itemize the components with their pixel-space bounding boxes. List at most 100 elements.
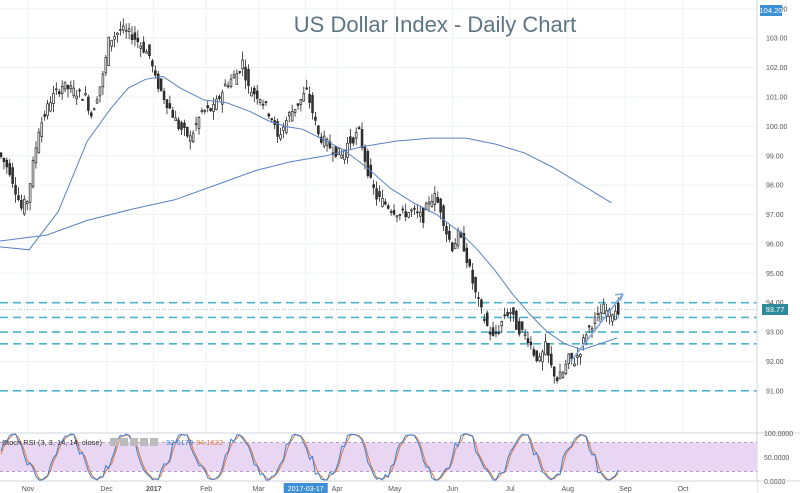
candle-body	[57, 91, 61, 95]
candle-body	[357, 127, 361, 129]
price-tick-label: 103.00	[766, 36, 788, 43]
candle-body	[244, 66, 247, 81]
candle-body	[302, 93, 306, 102]
collapse-icon[interactable]	[150, 438, 158, 446]
candle-body	[136, 37, 140, 43]
time-tick-label: Aug	[562, 486, 575, 493]
price-tick-label: 96.00	[766, 241, 784, 248]
candle-body	[226, 85, 230, 88]
candle-body	[392, 210, 396, 215]
candle-body	[287, 112, 291, 117]
candle-body	[587, 325, 591, 328]
candle-body	[520, 321, 524, 330]
candle-body	[151, 60, 154, 67]
candle-body	[37, 131, 41, 154]
candle-body	[34, 147, 38, 164]
candle-body	[483, 318, 486, 321]
candle-body	[25, 201, 29, 204]
candle-body	[363, 146, 367, 162]
candle-body	[590, 327, 594, 331]
candle-body	[11, 167, 14, 184]
stoch-d-value: 94.1622	[196, 438, 223, 447]
candle-body	[174, 117, 177, 121]
candle-body	[276, 121, 279, 137]
candle-body	[395, 215, 399, 218]
candle-body	[46, 103, 49, 116]
more-icon[interactable]	[140, 438, 148, 446]
time-tick-label: Nov	[22, 486, 35, 493]
candle-body	[535, 350, 538, 362]
crosshair-date-badge	[283, 483, 328, 493]
candle-body	[386, 205, 390, 209]
horizontal-levels	[0, 301, 757, 392]
stoch-k-value: 92.6178	[166, 438, 193, 447]
candle-body	[296, 103, 300, 106]
candle-body	[188, 135, 192, 142]
candle-body	[529, 341, 533, 346]
candle-body	[183, 122, 186, 128]
candle-body	[215, 98, 218, 110]
time-tick-label: 2017	[146, 486, 162, 493]
candle-body	[104, 56, 108, 74]
candle-body	[573, 363, 576, 367]
candle-body	[247, 68, 250, 86]
price-tick-label: 95.00	[766, 271, 784, 278]
close-icon[interactable]	[130, 438, 138, 446]
candle-body	[614, 310, 617, 321]
candle-body	[290, 111, 294, 122]
candle-body	[223, 83, 227, 87]
eye-icon[interactable]	[110, 438, 118, 446]
candle-body	[602, 303, 605, 314]
candle-body	[206, 105, 209, 109]
time-tick-label: 2017-03-17	[288, 486, 324, 493]
candle-body	[267, 113, 271, 117]
candle-body	[186, 127, 189, 137]
candle-body	[328, 141, 332, 149]
candle-body	[320, 136, 323, 143]
candle-body	[349, 136, 352, 144]
stoch-tick-label: 50.0000	[764, 455, 789, 462]
candle-body	[194, 123, 198, 126]
candle-body	[366, 151, 370, 176]
time-tick-label: Jun	[447, 486, 458, 493]
candle-body	[101, 73, 105, 88]
candle-body	[49, 102, 52, 112]
time-tick-label: Oct	[678, 486, 689, 493]
price-tick-label: 101.00	[766, 94, 788, 101]
candle-body	[561, 372, 565, 378]
candle-body	[14, 184, 17, 195]
candle-body	[375, 188, 378, 200]
candle-body	[168, 103, 172, 109]
candle-body	[576, 355, 579, 358]
candle-body	[299, 99, 303, 105]
candle-body	[416, 211, 419, 214]
candle-body	[200, 110, 204, 112]
candle-body	[107, 36, 110, 66]
time-tick-label: Apr	[332, 486, 344, 493]
time-tick-label: Mar	[253, 486, 266, 493]
settings-icon[interactable]	[120, 438, 128, 446]
candle-body	[31, 160, 35, 187]
candle-body	[60, 85, 64, 94]
candle-body	[238, 71, 241, 73]
candle-body	[410, 209, 413, 212]
candle-body	[212, 104, 215, 112]
stoch-band	[0, 442, 757, 472]
candle-body	[485, 312, 489, 326]
candle-body	[552, 366, 556, 377]
candle-body	[78, 89, 81, 92]
candle-body	[92, 108, 96, 111]
candle-body	[509, 312, 512, 314]
price-tick-label: 100.00	[766, 124, 788, 131]
candle-body	[558, 371, 562, 380]
chart-title: US Dollar Index - Daily Chart	[294, 12, 576, 37]
candle-body	[55, 88, 58, 91]
candle-body	[250, 91, 253, 97]
candle-body	[308, 93, 311, 103]
candle-body	[139, 45, 143, 49]
trend-arrow-head	[614, 293, 624, 302]
candle-body	[40, 122, 44, 137]
candle-body	[582, 337, 585, 345]
stoch-rsi-panel: 100.0000 50.0000 0.0000	[0, 431, 800, 486]
